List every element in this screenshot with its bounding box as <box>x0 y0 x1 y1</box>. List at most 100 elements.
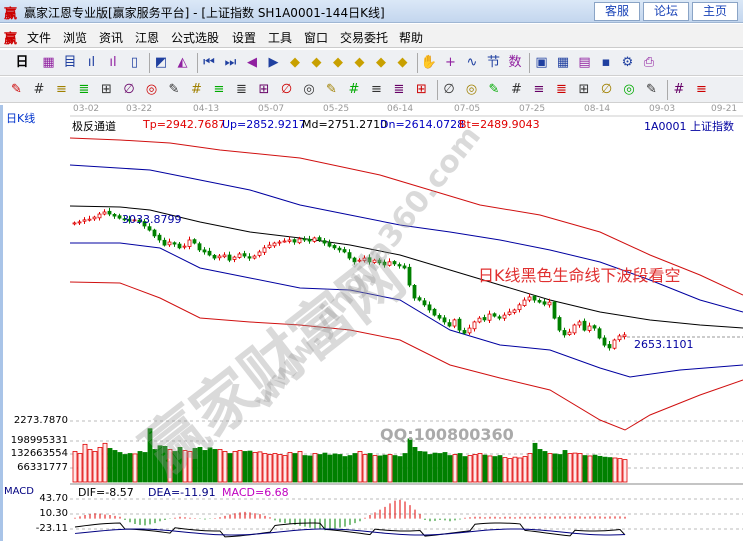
square-icon[interactable]: ◎ <box>303 82 315 97</box>
num-icon[interactable]: 数 <box>508 55 522 70</box>
span-icon[interactable]: ⊞ <box>416 82 427 97</box>
n2-icon[interactable]: ≡ <box>213 82 225 97</box>
homepage-button[interactable]: 主页 <box>692 2 738 21</box>
volume-bar <box>327 454 333 483</box>
last-icon[interactable]: ⏭ <box>224 55 237 70</box>
candle-body <box>292 239 297 243</box>
zigzag-icon[interactable]: ≣ <box>556 82 567 97</box>
candle-body <box>402 265 407 269</box>
hand-icon[interactable]: ✋ <box>420 55 438 70</box>
gold1-icon[interactable]: ≡ <box>56 82 67 97</box>
candle-body <box>142 221 147 227</box>
candle-body <box>232 256 237 260</box>
volume-bar <box>567 453 573 483</box>
candle-body <box>387 261 392 266</box>
zoom-out-icon[interactable]: ◆ <box>311 55 322 70</box>
volume-bar <box>277 454 283 483</box>
candle-body <box>382 261 387 266</box>
notes-icon[interactable]: ▤ <box>578 55 591 70</box>
candle-body <box>457 318 462 331</box>
kline-icon[interactable]: ▦ <box>42 55 55 70</box>
star-circle-icon[interactable]: ∅ <box>280 82 293 97</box>
volume-bar <box>192 448 198 483</box>
volume-bar <box>427 454 433 483</box>
cube-icon[interactable]: ✎ <box>488 82 500 97</box>
volume-bar <box>442 452 448 483</box>
circle-icon[interactable]: ✎ <box>168 82 180 97</box>
box-icon[interactable]: ∅ <box>443 82 455 97</box>
date-axis-label: 05-07 <box>258 104 285 114</box>
percent-icon[interactable]: ≡ <box>696 82 707 97</box>
volume-bar <box>257 451 263 483</box>
ying-icon[interactable]: ≡ <box>371 82 382 97</box>
print-icon[interactable]: ⎙ <box>643 55 655 70</box>
calculator-icon[interactable]: ▦ <box>556 55 570 70</box>
fit-icon[interactable]: ◆ <box>397 55 408 70</box>
candle-body <box>377 259 382 264</box>
menu-gann[interactable]: 江恩 <box>135 31 160 45</box>
hash-icon[interactable]: # <box>191 82 202 97</box>
star-icon[interactable]: ◆ <box>376 55 386 70</box>
candle-body <box>207 250 212 256</box>
shrink-icon[interactable]: ◆ <box>354 55 365 70</box>
lines-icon[interactable]: ✎ <box>326 82 337 97</box>
wave-icon[interactable]: ∿ <box>466 55 478 70</box>
zoom-in-icon[interactable]: ◆ <box>290 55 300 70</box>
slash-icon[interactable]: ◎ <box>623 82 635 97</box>
fan-icon[interactable]: ◭ <box>177 55 188 70</box>
first-icon[interactable]: ⏮ <box>203 55 215 70</box>
volume-bar <box>287 452 293 483</box>
pen-icon[interactable]: ✎ <box>11 82 22 97</box>
volume-bar <box>187 451 193 483</box>
customer-service-button[interactable]: 客服 <box>594 2 640 21</box>
candle-body <box>87 218 92 221</box>
section-icon[interactable]: 节 <box>486 55 500 70</box>
volume-bar <box>207 447 213 483</box>
menu-settings[interactable]: 设置 <box>232 31 257 45</box>
left-panel: 日K线 <box>0 105 70 541</box>
candle-body <box>127 218 132 222</box>
menu-file[interactable]: 文件 <box>27 31 52 45</box>
menu-tools[interactable]: 工具 <box>268 31 293 45</box>
net-icon[interactable]: ⊞ <box>578 82 590 97</box>
percent-draw-icon[interactable]: # <box>673 82 685 97</box>
fan-lines-icon[interactable]: ◎ <box>465 82 478 97</box>
angle-icon[interactable]: ≣ <box>236 82 247 97</box>
volume-bar <box>397 456 403 483</box>
bars9-icon[interactable]: ıl <box>109 55 117 70</box>
candle-icon[interactable]: ▯ <box>130 55 139 70</box>
spiral-icon[interactable]: ∅ <box>123 82 135 97</box>
menu-browse[interactable]: 浏览 <box>63 31 88 45</box>
menu-help[interactable]: 帮助 <box>399 31 424 45</box>
forum-button[interactable]: 论坛 <box>643 2 689 21</box>
angle2-icon[interactable]: ≡ <box>533 82 545 97</box>
settings-icon[interactable]: ⚙ <box>621 55 634 70</box>
right-icon[interactable]: ▶ <box>268 55 279 70</box>
crosshair-icon[interactable]: + <box>445 55 456 70</box>
doc-icon[interactable]: 目 <box>63 55 77 70</box>
paint-icon[interactable]: ◎ <box>145 82 158 97</box>
save-icon[interactable]: ▪ <box>601 55 611 70</box>
menu-news[interactable]: 资讯 <box>99 31 124 45</box>
net2-icon[interactable]: ∅ <box>600 82 613 97</box>
volume-bar <box>317 454 323 483</box>
menu-window[interactable]: 窗口 <box>304 31 329 45</box>
shen-icon[interactable]: # <box>348 82 360 97</box>
table-icon[interactable]: ✎ <box>646 82 657 97</box>
gann-icon[interactable]: ◩ <box>154 55 168 70</box>
grid-icon[interactable]: # <box>33 82 45 97</box>
target-icon[interactable]: ⊞ <box>258 82 270 97</box>
fib-icon[interactable]: ⊞ <box>101 82 112 97</box>
expand-icon[interactable]: ◆ <box>333 55 343 70</box>
candle-body <box>407 266 412 286</box>
menu-trade[interactable]: 交易委托 <box>340 31 389 45</box>
calendar-icon[interactable]: ▣ <box>535 55 548 70</box>
menu-formula[interactable]: 公式选股 <box>171 31 220 45</box>
arc-icon[interactable]: # <box>511 82 522 97</box>
ruler-icon[interactable]: ≣ <box>393 82 405 97</box>
gold2-icon[interactable]: ≣ <box>78 82 90 97</box>
bars3-icon[interactable]: ıl <box>87 55 96 70</box>
period-select[interactable]: 日 <box>15 55 29 70</box>
left-icon[interactable]: ◀ <box>247 55 257 70</box>
